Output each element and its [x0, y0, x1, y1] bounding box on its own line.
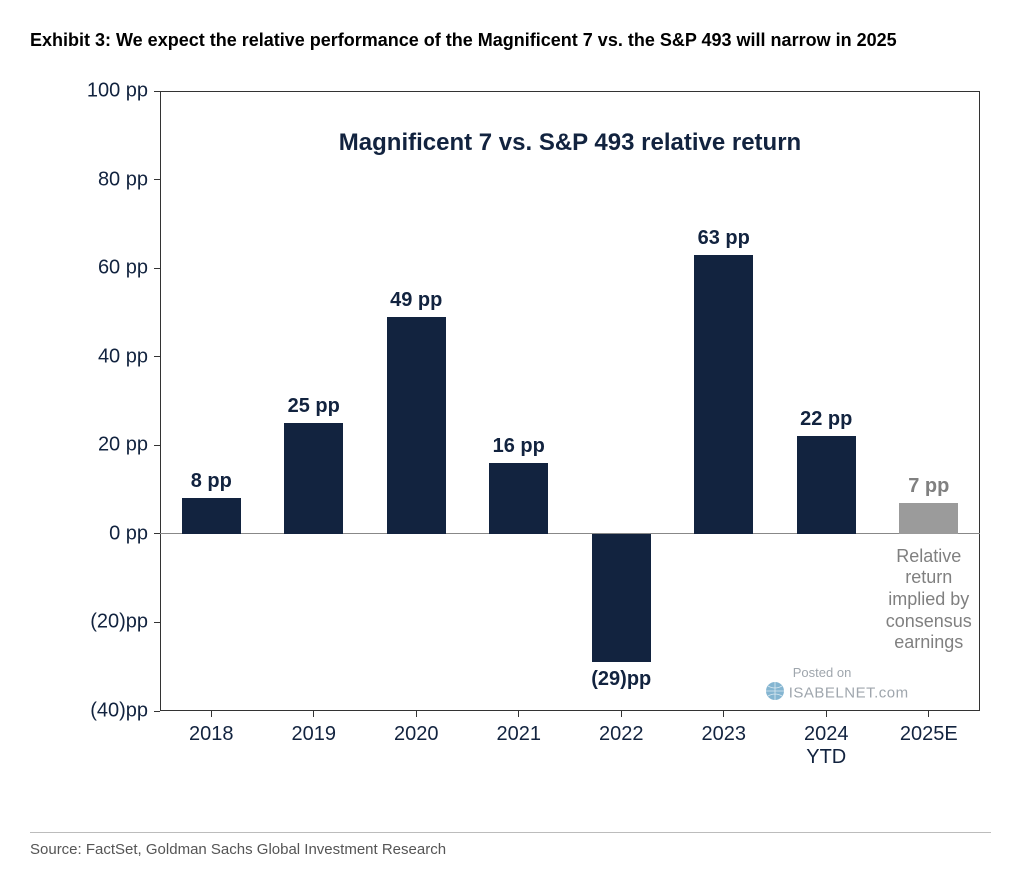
bar-value-label: 16 pp — [493, 435, 545, 458]
x-tick — [416, 711, 417, 717]
bar-value-label: 63 pp — [698, 227, 750, 250]
y-tick — [154, 533, 160, 534]
bar-value-label: (29)pp — [591, 668, 651, 691]
page-root: Exhibit 3: We expect the relative perfor… — [0, 0, 1021, 886]
y-tick — [154, 445, 160, 446]
x-tick-label: 2023 — [673, 723, 776, 746]
baseline-zero — [160, 533, 980, 534]
x-tick-label: 2018 — [160, 723, 263, 746]
source-text: Source: FactSet, Goldman Sachs Global In… — [30, 841, 991, 858]
y-tick — [154, 179, 160, 180]
bar-value-label: 25 pp — [288, 395, 340, 418]
watermark: Posted on ISABELNET.com — [765, 665, 909, 706]
y-tick-label: 0 pp — [70, 522, 148, 545]
bar — [387, 317, 446, 534]
forecast-annotation: Relative return implied by consensus ear… — [872, 546, 985, 654]
bar-value-label: 7 pp — [908, 475, 949, 498]
y-tick — [154, 91, 160, 92]
bar-value-label: 49 pp — [390, 289, 442, 312]
x-tick-label: 2021 — [468, 723, 571, 746]
watermark-line1: Posted on — [765, 665, 909, 681]
watermark-site-text: ISABELNET.com — [789, 684, 909, 701]
globe-icon — [765, 681, 785, 706]
bar — [284, 423, 343, 534]
x-tick — [211, 711, 212, 717]
source-divider — [30, 832, 991, 833]
y-tick-label: 80 pp — [70, 168, 148, 191]
bar-value-label: 8 pp — [191, 470, 232, 493]
bar — [489, 463, 548, 534]
y-tick — [154, 622, 160, 623]
x-tick — [928, 711, 929, 717]
y-tick-label: 20 pp — [70, 434, 148, 457]
x-tick-label: 2025E — [878, 723, 981, 746]
x-tick — [518, 711, 519, 717]
y-tick — [154, 268, 160, 269]
bar — [694, 255, 753, 534]
x-tick-label: 2019 — [263, 723, 366, 746]
x-tick — [723, 711, 724, 717]
y-tick-label: 40 pp — [70, 345, 148, 368]
plot-area — [160, 91, 980, 711]
y-tick — [154, 711, 160, 712]
y-tick-label: (40)pp — [70, 700, 148, 723]
bar — [592, 534, 651, 662]
watermark-line2: ISABELNET.com — [765, 681, 909, 706]
exhibit-title: Exhibit 3: We expect the relative perfor… — [30, 30, 991, 51]
x-tick-label: 2022 — [570, 723, 673, 746]
y-tick-label: (20)pp — [70, 611, 148, 634]
source-block: Source: FactSet, Goldman Sachs Global In… — [30, 832, 991, 858]
y-tick — [154, 356, 160, 357]
x-tick — [621, 711, 622, 717]
bar-value-label: 22 pp — [800, 408, 852, 431]
y-tick-label: 100 pp — [70, 80, 148, 103]
bar — [797, 436, 856, 533]
bar — [899, 503, 958, 534]
x-tick-label: 2024 YTD — [775, 723, 878, 769]
bar — [182, 498, 241, 533]
bar-chart: 100 pp 80 pp 60 pp 40 pp 20 pp 0 pp (20)pp (40)… — [70, 71, 990, 791]
y-tick-label: 60 pp — [70, 257, 148, 280]
x-tick — [313, 711, 314, 717]
chart-title: Magnificent 7 vs. S&P 493 relative retur… — [201, 129, 939, 157]
x-tick-label: 2020 — [365, 723, 468, 746]
x-tick — [826, 711, 827, 717]
